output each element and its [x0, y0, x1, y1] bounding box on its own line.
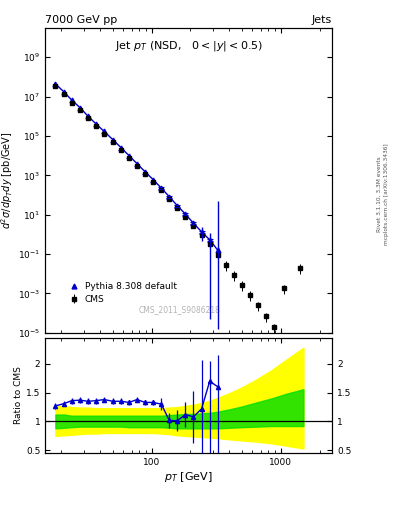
Pythia 8.308 default: [167, 194, 172, 200]
Text: Jet $p_T$ (NSD,   $0 < |y| < 0.5$): Jet $p_T$ (NSD, $0 < |y| < 0.5$): [114, 39, 263, 53]
Pythia 8.308 default: [134, 160, 139, 166]
Pythia 8.308 default: [62, 89, 66, 95]
X-axis label: $p_T$ [GeV]: $p_T$ [GeV]: [164, 470, 213, 484]
Pythia 8.308 default: [94, 121, 98, 127]
Pythia 8.308 default: [110, 136, 115, 142]
Pythia 8.308 default: [127, 153, 132, 159]
Text: Rivet 3.1.10, 3.3M events: Rivet 3.1.10, 3.3M events: [377, 157, 382, 232]
Text: mcplots.cern.ch [arXiv:1306.3436]: mcplots.cern.ch [arXiv:1306.3436]: [384, 144, 389, 245]
Pythia 8.308 default: [199, 229, 204, 235]
Pythia 8.308 default: [208, 237, 212, 243]
Y-axis label: Ratio to CMS: Ratio to CMS: [14, 367, 23, 424]
Legend: Pythia 8.308 default, CMS: Pythia 8.308 default, CMS: [67, 282, 177, 304]
Pythia 8.308 default: [183, 211, 188, 217]
Line: Pythia 8.308 default: Pythia 8.308 default: [53, 81, 220, 253]
Pythia 8.308 default: [191, 220, 196, 226]
Pythia 8.308 default: [69, 97, 74, 103]
Text: 7000 GeV pp: 7000 GeV pp: [45, 14, 118, 25]
Pythia 8.308 default: [143, 168, 147, 175]
Pythia 8.308 default: [175, 203, 180, 209]
Pythia 8.308 default: [215, 247, 220, 253]
Pythia 8.308 default: [151, 177, 156, 183]
Pythia 8.308 default: [78, 105, 83, 111]
Pythia 8.308 default: [119, 144, 123, 151]
Pythia 8.308 default: [159, 185, 164, 191]
Text: CMS_2011_S9086218: CMS_2011_S9086218: [139, 306, 221, 314]
Pythia 8.308 default: [53, 81, 58, 87]
Text: Jets: Jets: [312, 14, 332, 25]
Pythia 8.308 default: [102, 129, 107, 135]
Pythia 8.308 default: [85, 113, 90, 119]
Y-axis label: $d^2\sigma/dp_Tdy$ [pb/GeV]: $d^2\sigma/dp_Tdy$ [pb/GeV]: [0, 132, 15, 229]
